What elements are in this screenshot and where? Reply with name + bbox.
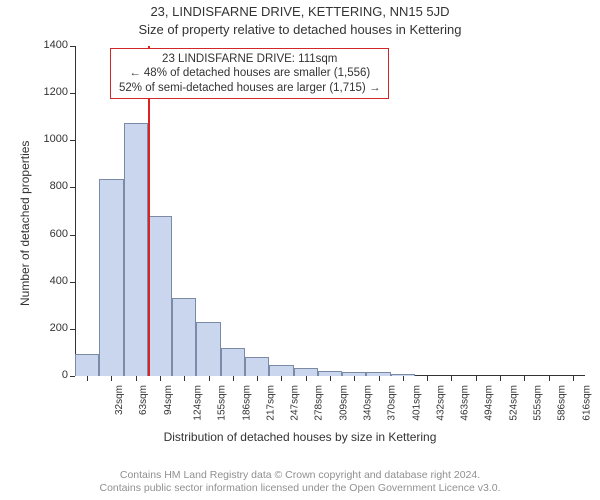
bar [294,368,318,376]
x-tick-label: 278sqm [314,385,325,421]
bar [269,365,293,376]
bar [75,354,99,376]
x-tick-label: 217sqm [265,385,276,421]
x-tick-label: 94sqm [163,385,174,415]
bar [172,298,196,376]
y-tick-label: 200 [30,322,68,334]
x-tick-label: 309sqm [338,385,349,421]
y-tick-label: 0 [30,369,68,381]
annotation-box: 23 LINDISFARNE DRIVE: 111sqm ← 48% of de… [110,48,389,99]
y-tick-label: 400 [30,275,68,287]
y-tick-label: 800 [30,180,68,192]
x-tick-label: 124sqm [193,385,204,421]
footer: Contains HM Land Registry data © Crown c… [0,469,600,496]
y-tick-label: 1400 [30,39,68,51]
y-axis-label: Number of detached properties [18,141,32,306]
y-tick-label: 1000 [30,133,68,145]
x-tick-label: 186sqm [241,385,252,421]
bar [99,179,123,376]
chart-title: 23, LINDISFARNE DRIVE, KETTERING, NN15 5… [0,4,600,19]
x-tick-label: 432sqm [435,385,446,421]
bar [196,322,220,376]
x-tick-label: 340sqm [363,385,374,421]
y-tick-label: 1200 [30,86,68,98]
x-axis-label: Distribution of detached houses by size … [0,430,600,444]
footer-line-1: Contains HM Land Registry data © Crown c… [0,469,600,483]
annotation-line-3: 52% of semi-detached houses are larger (… [119,81,380,95]
annotation-line-2: ← 48% of detached houses are smaller (1,… [119,66,380,80]
x-tick-label: 32sqm [114,385,125,415]
footer-line-2: Contains public sector information licen… [0,482,600,496]
chart-subtitle: Size of property relative to detached ho… [0,22,600,37]
bar [124,123,148,376]
x-tick-label: 494sqm [484,385,495,421]
bar [245,357,269,376]
x-tick-label: 524sqm [508,385,519,421]
x-tick-label: 463sqm [460,385,471,421]
x-tick-label: 63sqm [138,385,149,415]
x-tick-label: 155sqm [217,385,228,421]
x-tick-label: 616sqm [581,385,592,421]
x-tick-label: 555sqm [533,385,544,421]
x-tick-label: 586sqm [557,385,568,421]
y-tick-label: 600 [30,228,68,240]
annotation-line-1: 23 LINDISFARNE DRIVE: 111sqm [119,52,380,66]
x-tick-label: 370sqm [387,385,398,421]
x-tick-label: 247sqm [290,385,301,421]
x-tick-label: 401sqm [411,385,422,421]
bar [148,216,172,376]
bar [221,348,245,376]
chart-container: 23, LINDISFARNE DRIVE, KETTERING, NN15 5… [0,0,600,500]
